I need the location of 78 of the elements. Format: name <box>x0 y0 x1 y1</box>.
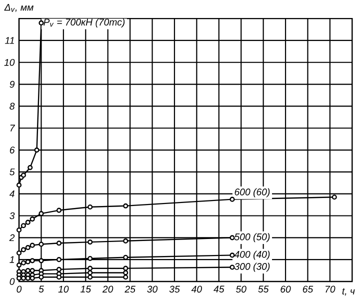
x-tick-label: 0 <box>16 286 22 293</box>
point <box>123 238 128 244</box>
point <box>20 260 26 266</box>
point <box>123 204 128 209</box>
point <box>88 240 93 245</box>
series-label: 300 (30) <box>234 262 270 272</box>
point <box>88 204 93 210</box>
point <box>56 208 62 213</box>
point <box>123 270 128 276</box>
point <box>123 274 128 280</box>
point <box>88 256 93 262</box>
y-tick-label: 2 <box>9 234 15 242</box>
point <box>38 274 44 280</box>
point <box>38 242 44 247</box>
point <box>38 258 44 264</box>
series-label: Р$_{v}$ = 700кН (70тс) <box>44 18 125 28</box>
point <box>20 247 26 252</box>
point <box>332 194 337 200</box>
point <box>20 223 26 228</box>
y-tick-label: 10 <box>4 59 15 66</box>
x-tick-label: 60 <box>280 286 291 293</box>
y-tick-label: 0 <box>10 278 15 286</box>
y-tick-label: 7 <box>10 124 16 132</box>
point <box>30 276 35 281</box>
x-tick-label: 10 <box>58 286 69 293</box>
point <box>25 268 30 274</box>
point <box>16 182 22 188</box>
x-tick-label: 45 <box>214 286 224 293</box>
series-label: 600 (60) <box>234 188 270 198</box>
x-axis-title: t, ч <box>342 288 355 296</box>
series-label: 400 (40) <box>234 250 270 260</box>
point <box>34 148 40 153</box>
y-tick-label: 6 <box>10 146 15 154</box>
point <box>30 268 35 274</box>
point <box>20 276 26 281</box>
y-tick-label: 11 <box>4 37 14 44</box>
point <box>56 257 62 262</box>
x-tick-label: 65 <box>302 286 314 293</box>
x-tick-label: 40 <box>191 286 202 293</box>
point <box>56 274 62 280</box>
series-label: 500 (50) <box>234 233 270 242</box>
point <box>230 252 235 258</box>
y-tick-label: 5 <box>10 168 15 176</box>
point <box>88 270 93 276</box>
point <box>30 216 35 222</box>
point <box>16 228 22 233</box>
y-tick-label: 4 <box>9 190 14 198</box>
point <box>25 276 30 281</box>
x-tick-label: 30 <box>147 286 158 293</box>
x-tick-label: 50 <box>236 286 246 293</box>
y-tick-label: 8 <box>10 102 15 110</box>
point <box>16 262 22 268</box>
x-tick-label: 5 <box>38 286 44 293</box>
point <box>56 267 62 272</box>
point <box>230 196 235 202</box>
y-tick-label: 9 <box>10 81 15 88</box>
point <box>28 165 33 170</box>
x-tick-label: 70 <box>326 286 336 293</box>
point <box>230 235 235 240</box>
y-tick-label: 1 <box>10 256 14 264</box>
point <box>30 258 35 264</box>
y-tick-label: 3 <box>10 212 15 220</box>
point <box>230 264 235 270</box>
x-tick-label: 15 <box>80 286 92 293</box>
point <box>16 276 22 281</box>
y-axis-title: Δ$_{v}$, мм <box>4 4 34 12</box>
x-tick-label: 55 <box>258 286 269 293</box>
point <box>56 240 62 246</box>
point <box>38 20 44 26</box>
x-tick-label: 35 <box>169 286 180 293</box>
point <box>16 250 22 256</box>
point <box>25 220 30 226</box>
point <box>25 245 30 250</box>
point <box>88 274 93 280</box>
point <box>30 242 35 248</box>
x-tick-label: 25 <box>124 286 136 293</box>
x-tick-label: 20 <box>102 286 114 293</box>
point <box>20 172 26 178</box>
